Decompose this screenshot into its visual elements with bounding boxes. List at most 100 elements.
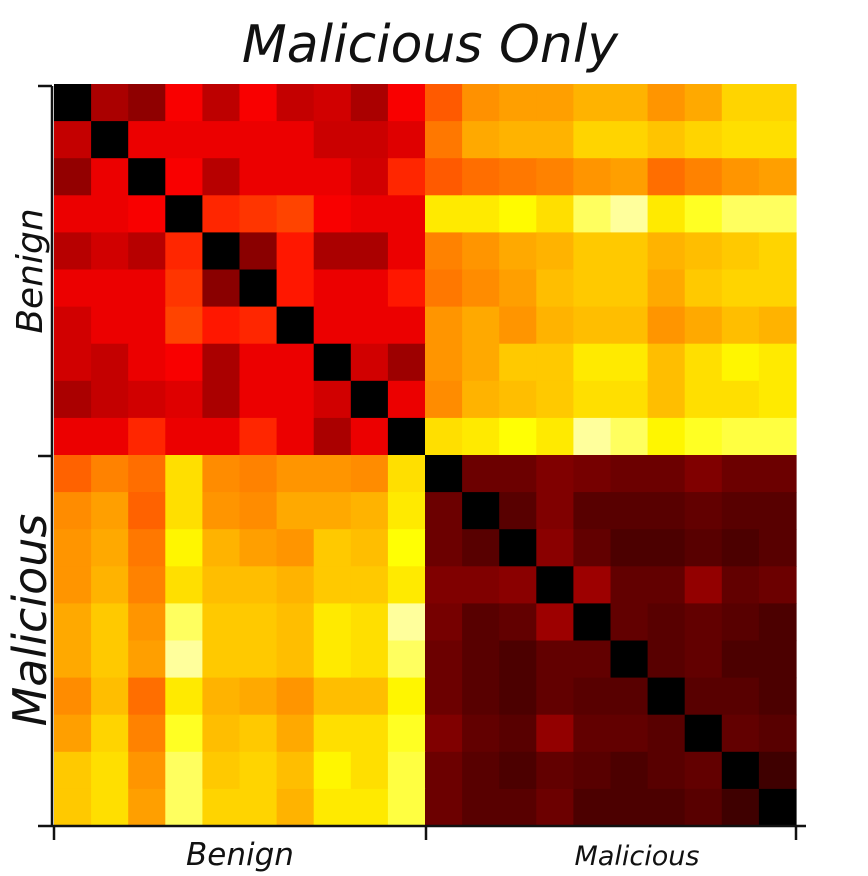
heatmap-cell-r3-c15 (610, 195, 649, 233)
heatmap-cell-r8-c1 (91, 380, 129, 419)
heatmap-cell-r6-c18 (721, 306, 760, 345)
heatmap-cell-r16-c12 (499, 677, 537, 716)
heatmap-cell-r18-c19 (758, 751, 797, 790)
heatmap-cell-r16-c0 (54, 677, 92, 716)
heatmap-cell-r0-c18 (721, 84, 760, 122)
heatmap-cell-r10-c11 (462, 455, 500, 493)
heatmap-cell-r17-c19 (758, 714, 797, 753)
heatmap-cell-r8-c10 (425, 380, 463, 419)
heatmap-cell-r10-c19 (758, 455, 797, 493)
heatmap-cell-r2-c1 (91, 158, 129, 196)
heatmap-cell-r4-c2 (128, 232, 166, 271)
heatmap-cell-r8-c18 (721, 380, 760, 419)
heatmap-cell-r13-c1 (91, 566, 129, 604)
heatmap-cell-r17-c6 (276, 714, 315, 753)
heatmap-cell-r4-c1 (91, 232, 129, 271)
heatmap-cell-r6-c7 (313, 306, 352, 345)
heatmap-cell-r17-c1 (91, 714, 129, 753)
heatmap-cell-r4-c17 (684, 232, 723, 271)
heatmap-cell-r8-c2 (128, 380, 166, 419)
heatmap-cell-r2-c7 (313, 158, 352, 196)
y-group-label-malicious: Malicious (3, 514, 57, 727)
heatmap-cell-r0-c6 (276, 84, 315, 122)
heatmap-cell-r1-c12 (499, 121, 537, 159)
heatmap-cell-r6-c0 (54, 306, 92, 345)
heatmap-cell-r19-c12 (499, 788, 537, 827)
heatmap-cell-r2-c15 (610, 158, 649, 196)
heatmap-cell-r13-c4 (202, 566, 241, 604)
heatmap-cell-r9-c19 (758, 417, 797, 456)
heatmap-cell-r7-c2 (128, 343, 166, 382)
heatmap-cell-r5-c13 (536, 269, 574, 308)
heatmap-cell-r4-c10 (425, 232, 463, 271)
heatmap-cell-r9-c2 (128, 417, 166, 456)
heatmap-cell-r17-c9 (387, 714, 426, 753)
heatmap-cell-r11-c12 (499, 492, 537, 530)
heatmap-cell-r11-c19 (758, 492, 797, 530)
heatmap-cell-r13-c10 (425, 566, 463, 604)
heatmap-cell-r10-c7 (313, 455, 352, 493)
heatmap-cell-r12-c13 (536, 529, 574, 567)
heatmap-cell-r5-c19 (758, 269, 797, 308)
heatmap-cell-r15-c3 (165, 640, 203, 679)
heatmap-cell-r6-c15 (610, 306, 649, 345)
heatmap-cell-r10-c6 (276, 455, 315, 493)
heatmap-cell-r16-c8 (350, 677, 389, 716)
heatmap-cell-r6-c19 (758, 306, 797, 345)
heatmap-cell-r16-c15 (610, 677, 649, 716)
heatmap-cell-r7-c16 (647, 343, 686, 382)
heatmap-cell-r0-c0 (54, 84, 92, 122)
heatmap-cell-r2-c4 (202, 158, 241, 196)
heatmap-cell-r9-c15 (610, 417, 649, 456)
heatmap-cell-r7-c0 (54, 343, 92, 382)
heatmap-cell-r7-c12 (499, 343, 537, 382)
heatmap-cell-r19-c7 (313, 788, 352, 827)
heatmap-cell-r15-c7 (313, 640, 352, 679)
heatmap-cell-r0-c5 (239, 84, 278, 122)
heatmap-cell-r13-c12 (499, 566, 537, 604)
heatmap-cell-r7-c4 (202, 343, 241, 382)
heatmap-cell-r17-c3 (165, 714, 203, 753)
heatmap-cell-r11-c15 (610, 492, 649, 530)
heatmap-cell-r0-c11 (462, 84, 500, 122)
x-group-label-benign: Benign (186, 837, 294, 873)
heatmap-cell-r14-c14 (573, 603, 612, 642)
heatmap-cell-r8-c13 (536, 380, 574, 419)
heatmap-cell-r15-c16 (647, 640, 686, 679)
heatmap-cell-r1-c13 (536, 121, 574, 159)
heatmap-cell-r12-c4 (202, 529, 241, 567)
heatmap-cell-r18-c1 (91, 751, 129, 790)
heatmap-cell-r15-c18 (721, 640, 760, 679)
heatmap-cell-r17-c12 (499, 714, 537, 753)
heatmap-cell-r18-c6 (276, 751, 315, 790)
heatmap-cell-r11-c0 (54, 492, 92, 530)
heatmap-cell-r8-c16 (647, 380, 686, 419)
heatmap-cell-r9-c5 (239, 417, 278, 456)
heatmap-cell-r17-c16 (647, 714, 686, 753)
heatmap-cell-r11-c8 (350, 492, 389, 530)
heatmap-cell-r1-c9 (387, 121, 426, 159)
heatmap-cell-r12-c19 (758, 529, 797, 567)
heatmap-cell-r1-c8 (350, 121, 389, 159)
heatmap-cell-r14-c0 (54, 603, 92, 642)
heatmap-cell-r16-c11 (462, 677, 500, 716)
heatmap-cell-r8-c7 (313, 380, 352, 419)
heatmap-cell-r10-c3 (165, 455, 203, 493)
heatmap-cell-r18-c5 (239, 751, 278, 790)
heatmap-cell-r8-c17 (684, 380, 723, 419)
heatmap-cell-r2-c16 (647, 158, 686, 196)
heatmap-cell-r18-c4 (202, 751, 241, 790)
heatmap-cell-r13-c17 (684, 566, 723, 604)
heatmap-cell-r10-c10 (425, 455, 463, 493)
heatmap-cell-r14-c16 (647, 603, 686, 642)
heatmap-cell-r18-c0 (54, 751, 92, 790)
heatmap-cell-r15-c2 (128, 640, 166, 679)
heatmap-cell-r2-c2 (128, 158, 166, 196)
heatmap-cell-r14-c18 (721, 603, 760, 642)
heatmap-cell-r12-c0 (54, 529, 92, 567)
heatmap-cell-r12-c2 (128, 529, 166, 567)
heatmap-cell-r6-c11 (462, 306, 500, 345)
heatmap-cell-r15-c9 (387, 640, 426, 679)
heatmap-cell-r6-c13 (536, 306, 574, 345)
heatmap-cell-r5-c14 (573, 269, 612, 308)
